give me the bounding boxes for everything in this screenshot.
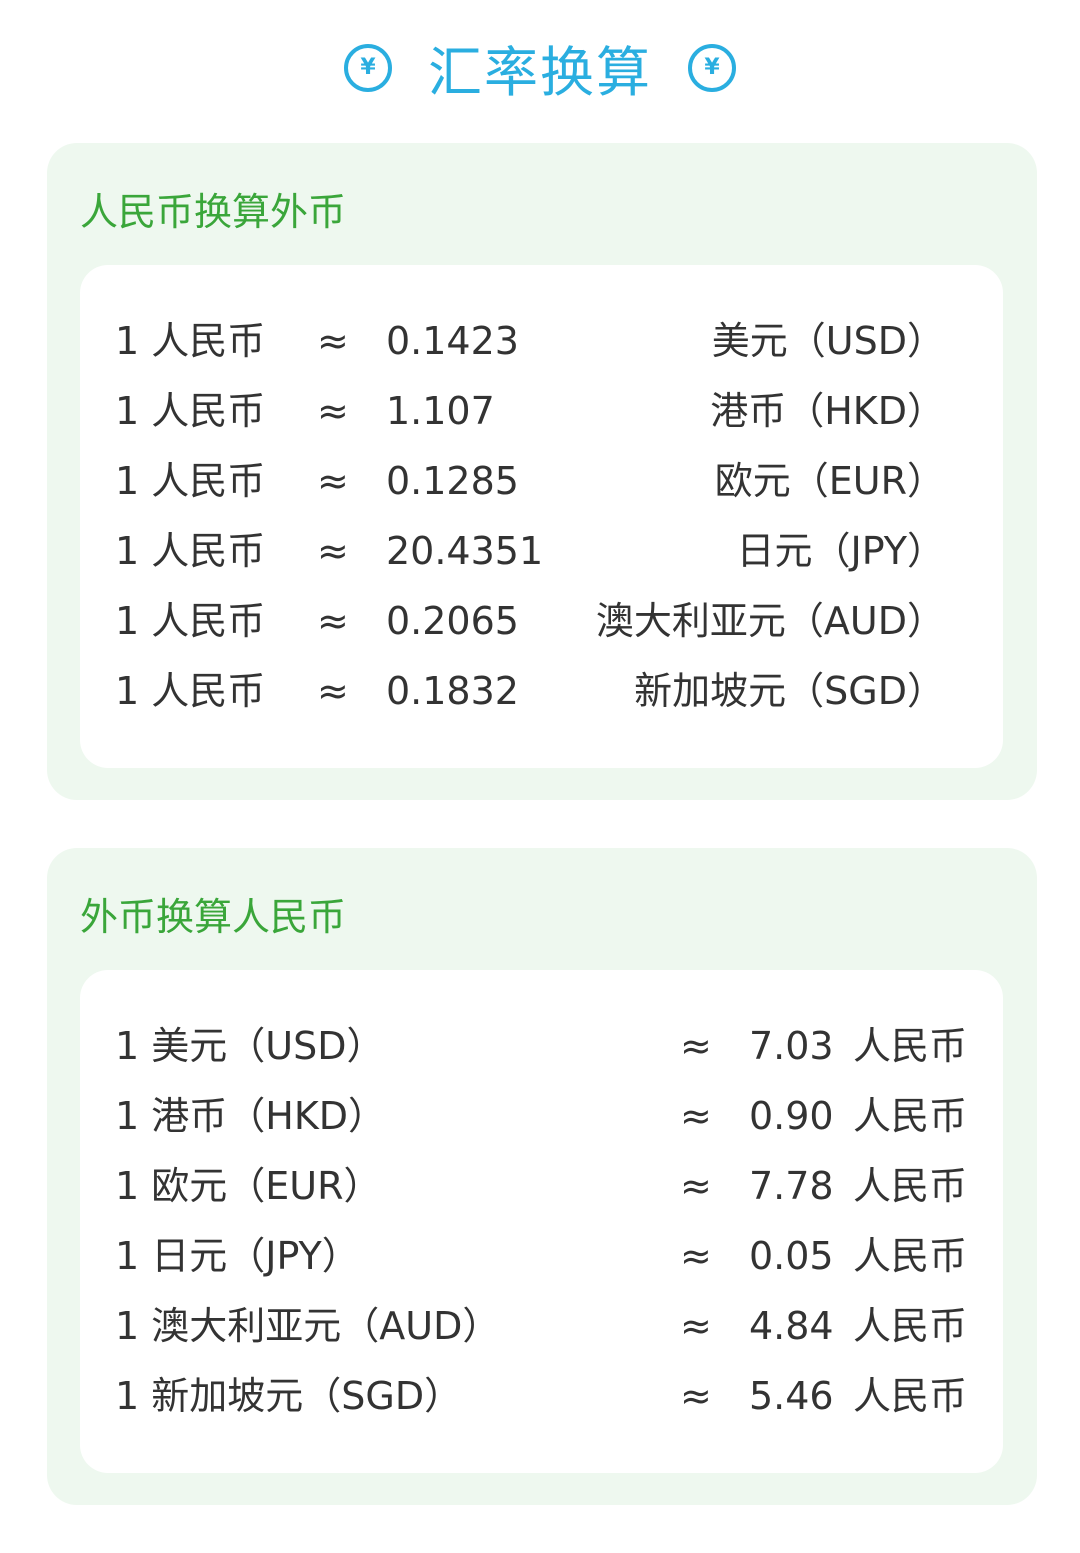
rate-value: 0.1285 bbox=[386, 459, 519, 503]
approx-sign: ≈ bbox=[680, 1094, 712, 1138]
unit-label: 人民币 bbox=[852, 1164, 967, 1208]
unit-label: 1 人民币 bbox=[115, 389, 266, 433]
cny-to-foreign-card: 人民币换算外币 1 人民币 ≈0.1423 美元（USD） 1 人民币 ≈1.107 港币… bbox=[47, 143, 1037, 800]
rate-row: 1 人民币 ≈0.1285 欧元（EUR） bbox=[80, 451, 1003, 511]
currency-label: 1 新加坡元（SGD） bbox=[115, 1374, 463, 1418]
rate-row: 1 人民币 ≈0.1423 美元（USD） bbox=[80, 311, 1003, 371]
section-title: 人民币换算外币 bbox=[80, 190, 347, 234]
rate-value: 0.1423 bbox=[386, 319, 519, 363]
unit-label: 人民币 bbox=[852, 1094, 967, 1138]
rate-row: 1 人民币 ≈1.107 港币（HKD） bbox=[80, 381, 1003, 441]
rate-value: 5.46 bbox=[749, 1374, 834, 1418]
rate-list: 1 人民币 ≈0.1423 美元（USD） 1 人民币 ≈1.107 港币（HKD） 1 人… bbox=[80, 265, 1003, 768]
approx-sign: ≈ bbox=[317, 669, 349, 713]
currency-label: 1 欧元（EUR） bbox=[115, 1164, 382, 1208]
approx-sign: ≈ bbox=[317, 599, 349, 643]
unit-label: 1 人民币 bbox=[115, 529, 266, 573]
currency-label: 1 美元（USD） bbox=[115, 1024, 385, 1068]
rate-list: 1 美元（USD） ≈7.03 人民币 1 港币（HKD） ≈0.90 人民币 1 欧元（E… bbox=[80, 970, 1003, 1473]
currency-name: 澳大利亚元（AUD） bbox=[595, 599, 945, 643]
unit-label: 1 人民币 bbox=[115, 459, 266, 503]
rate-row: 1 日元（JPY） ≈0.05 人民币 bbox=[80, 1226, 1003, 1286]
rate-row: 1 欧元（EUR） ≈7.78 人民币 bbox=[80, 1156, 1003, 1216]
unit-label: 人民币 bbox=[852, 1374, 967, 1418]
rate-value: 1.107 bbox=[386, 389, 495, 433]
rate-value: 20.4351 bbox=[386, 529, 544, 573]
approx-sign: ≈ bbox=[680, 1304, 712, 1348]
currency-label: 1 港币（HKD） bbox=[115, 1094, 387, 1138]
foreign-to-cny-card: 外币换算人民币 1 美元（USD） ≈7.03 人民币 1 港币（HKD） ≈0.90 人… bbox=[47, 848, 1037, 1505]
currency-label: 1 日元（JPY） bbox=[115, 1234, 360, 1278]
page-title: 汇率换算 bbox=[428, 41, 652, 104]
rate-value: 7.03 bbox=[749, 1024, 834, 1068]
currency-name: 欧元（EUR） bbox=[714, 459, 945, 503]
approx-sign: ≈ bbox=[680, 1374, 712, 1418]
rate-row: 1 人民币 ≈0.2065 澳大利亚元（AUD） bbox=[80, 591, 1003, 651]
approx-sign: ≈ bbox=[317, 459, 349, 503]
approx-sign: ≈ bbox=[680, 1234, 712, 1278]
rate-value: 4.84 bbox=[749, 1304, 834, 1348]
rate-value: 0.05 bbox=[749, 1234, 834, 1278]
rate-row: 1 人民币 ≈0.1832 新加坡元（SGD） bbox=[80, 661, 1003, 721]
approx-sign: ≈ bbox=[680, 1164, 712, 1208]
currency-label: 1 澳大利亚元（AUD） bbox=[115, 1304, 501, 1348]
unit-label: 1 人民币 bbox=[115, 319, 266, 363]
rate-row: 1 澳大利亚元（AUD） ≈4.84 人民币 bbox=[80, 1296, 1003, 1356]
rate-row: 1 人民币 ≈20.4351 日元（JPY） bbox=[80, 521, 1003, 581]
currency-name: 日元（JPY） bbox=[736, 529, 946, 573]
unit-label: 人民币 bbox=[852, 1024, 967, 1068]
unit-label: 人民币 bbox=[852, 1234, 967, 1278]
approx-sign: ≈ bbox=[680, 1024, 712, 1068]
unit-label: 1 人民币 bbox=[115, 669, 266, 713]
rate-value: 0.90 bbox=[749, 1094, 834, 1138]
page-header: ¥ 汇率换算 ¥ bbox=[0, 28, 1080, 107]
section-title: 外币换算人民币 bbox=[80, 895, 347, 939]
unit-label: 人民币 bbox=[852, 1304, 967, 1348]
currency-name: 新加坡元（SGD） bbox=[634, 669, 945, 713]
yen-circle-icon: ¥ bbox=[688, 43, 736, 92]
rate-value: 0.1832 bbox=[386, 669, 519, 713]
approx-sign: ≈ bbox=[317, 319, 349, 363]
currency-name: 港币（HKD） bbox=[710, 389, 945, 433]
unit-label: 1 人民币 bbox=[115, 599, 266, 643]
approx-sign: ≈ bbox=[317, 389, 349, 433]
rate-value: 7.78 bbox=[749, 1164, 834, 1208]
approx-sign: ≈ bbox=[317, 529, 349, 573]
rate-value: 0.2065 bbox=[386, 599, 519, 643]
rate-row: 1 港币（HKD） ≈0.90 人民币 bbox=[80, 1086, 1003, 1146]
rate-row: 1 美元（USD） ≈7.03 人民币 bbox=[80, 1016, 1003, 1076]
yen-circle-icon: ¥ bbox=[344, 43, 392, 92]
currency-name: 美元（USD） bbox=[711, 319, 945, 363]
rate-row: 1 新加坡元（SGD） ≈5.46 人民币 bbox=[80, 1366, 1003, 1426]
